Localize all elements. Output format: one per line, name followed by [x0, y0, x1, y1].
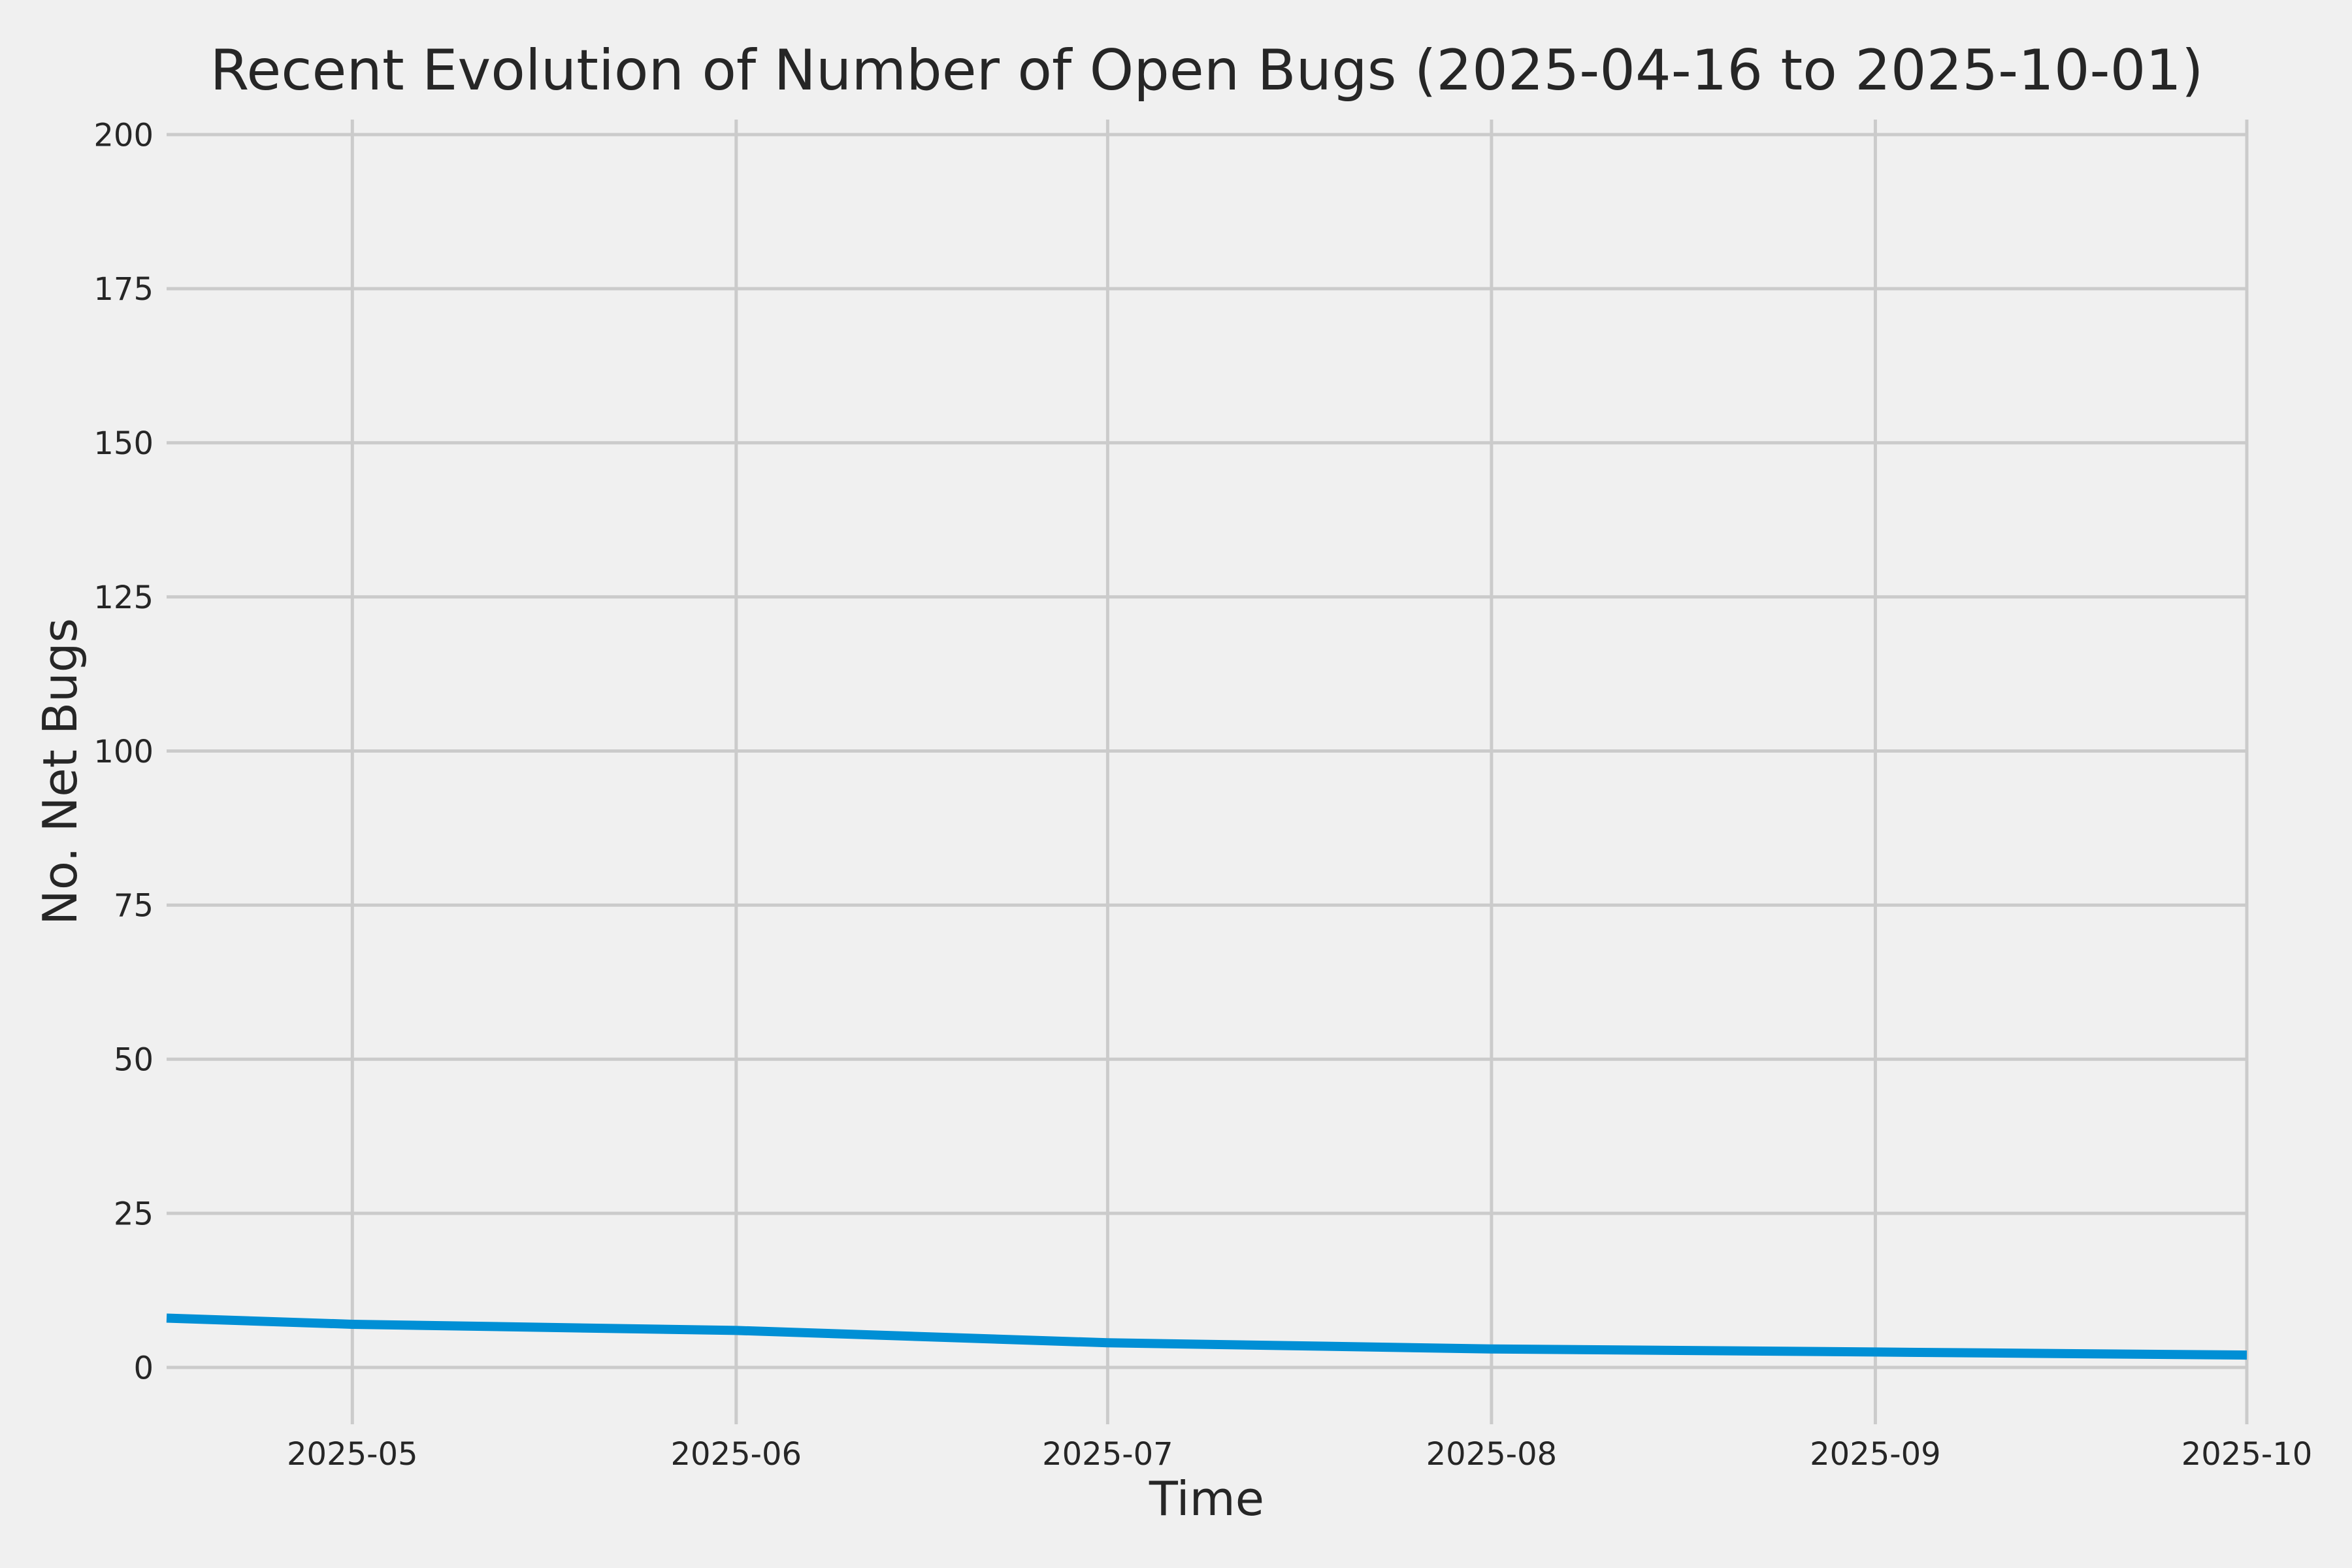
y-tick-label: 125 — [93, 580, 154, 616]
y-tick-label: 75 — [114, 888, 154, 924]
y-tick-label: 50 — [114, 1042, 154, 1079]
x-tick-label: 2025-06 — [671, 1436, 802, 1473]
y-tick-label: 0 — [133, 1350, 154, 1386]
chart-title: Recent Evolution of Number of Open Bugs … — [210, 38, 2204, 103]
x-tick-label: 2025-07 — [1042, 1436, 1173, 1473]
y-tick-label: 100 — [93, 734, 154, 770]
y-tick-label: 150 — [93, 425, 154, 462]
x-tick-label: 2025-10 — [2181, 1436, 2313, 1473]
x-tick-label: 2025-09 — [1810, 1436, 1941, 1473]
y-tick-label: 175 — [93, 271, 154, 308]
y-tick-label: 25 — [114, 1196, 154, 1232]
x-axis-label: Time — [1149, 1471, 1265, 1526]
series-line-open-bugs — [166, 1313, 2247, 1360]
x-tick-label: 2025-08 — [1426, 1436, 1558, 1473]
x-tick-label: 2025-05 — [287, 1436, 418, 1473]
y-tick-label: 200 — [93, 117, 154, 154]
